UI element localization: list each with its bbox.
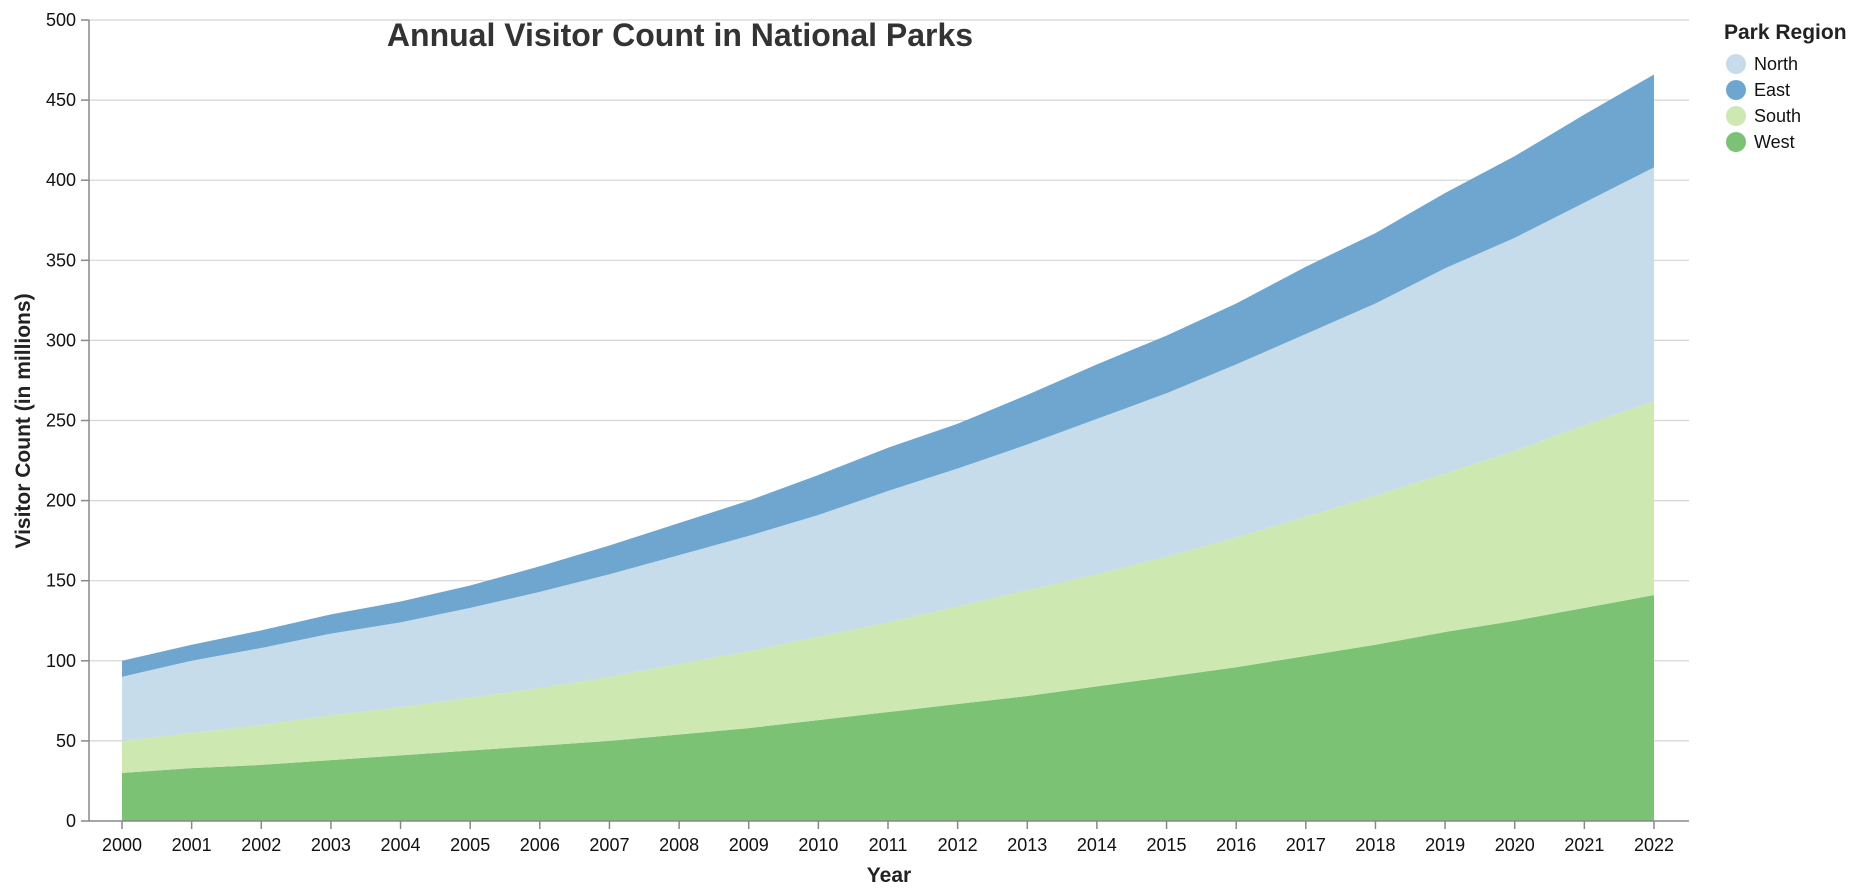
x-tick-label: 2012 (938, 835, 978, 855)
y-tick-label: 400 (46, 170, 76, 190)
area-north (122, 167, 1654, 741)
y-tick-label: 350 (46, 250, 76, 270)
x-tick-label: 2000 (102, 835, 142, 855)
x-tick-label: 2004 (381, 835, 421, 855)
x-tick-label: 2002 (241, 835, 281, 855)
y-tick-label: 200 (46, 491, 76, 511)
x-tick-label: 2009 (729, 835, 769, 855)
y-tick-label: 100 (46, 651, 76, 671)
y-tick-label: 250 (46, 411, 76, 431)
x-axis-title: Year (867, 864, 911, 887)
stacked-areas (122, 74, 1654, 821)
legend-swatch-north (1726, 54, 1746, 74)
legend-title: Park Region (1724, 21, 1847, 44)
x-tick-label: 2019 (1425, 835, 1465, 855)
x-tick-label: 2017 (1286, 835, 1326, 855)
x-tick-label: 2022 (1634, 835, 1674, 855)
area-south (122, 401, 1654, 773)
x-tick-label: 2005 (450, 835, 490, 855)
y-tick-label: 50 (56, 731, 76, 751)
legend-label-south: South (1754, 106, 1801, 126)
legend-label-west: West (1754, 132, 1795, 152)
legend-swatch-east (1726, 80, 1746, 100)
area-west (122, 595, 1654, 821)
y-tick-label: 150 (46, 571, 76, 591)
x-tick-label: 2015 (1147, 835, 1187, 855)
x-tick-label: 2008 (659, 835, 699, 855)
y-tick-label: 450 (46, 90, 76, 110)
legend: Park Region North East South West (1724, 21, 1847, 152)
x-tick-label: 2003 (311, 835, 351, 855)
legend-swatch-west (1726, 132, 1746, 152)
x-tick-label: 2020 (1495, 835, 1535, 855)
axes: 0 50 100 150 200 250 300 350 400 450 500 2000 2001 20… (46, 10, 1689, 855)
x-tick-label: 2016 (1216, 835, 1256, 855)
x-tick-label: 2018 (1355, 835, 1395, 855)
x-tick-label: 2010 (798, 835, 838, 855)
y-tick-label: 500 (46, 10, 76, 30)
x-tick-label: 2011 (869, 835, 908, 855)
legend-swatch-south (1726, 106, 1746, 126)
x-tick-label: 2021 (1564, 835, 1604, 855)
y-tick-label: 0 (66, 811, 76, 831)
x-tick-label: 2013 (1007, 835, 1047, 855)
y-axis-title: Visitor Count (in millions) (12, 293, 35, 548)
legend-label-north: North (1754, 54, 1798, 74)
x-tick-label: 2014 (1077, 835, 1117, 855)
y-tick-label: 300 (46, 330, 76, 350)
x-tick-label: 2007 (589, 835, 629, 855)
x-tick-label: 2006 (520, 835, 560, 855)
legend-label-east: East (1754, 80, 1790, 100)
x-tick-label: 2001 (172, 835, 212, 855)
chart-title: Annual Visitor Count in National Parks (387, 17, 973, 53)
